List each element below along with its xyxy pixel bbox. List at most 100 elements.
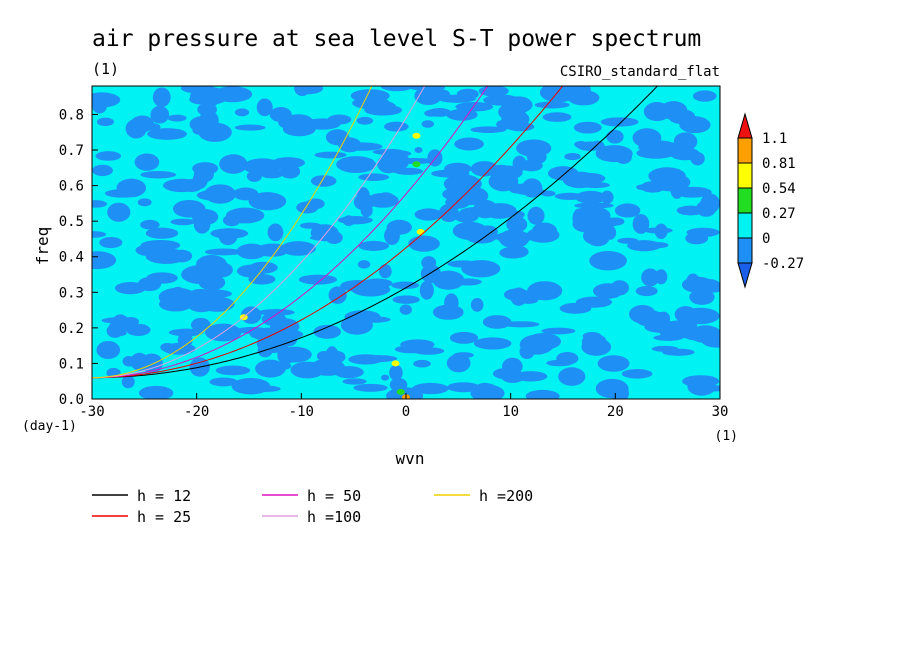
- negative-patch: [271, 157, 305, 169]
- negative-patch: [310, 175, 337, 187]
- negative-patch: [351, 282, 391, 297]
- negative-patch: [378, 192, 394, 202]
- negative-patch: [421, 120, 435, 128]
- negative-patch: [477, 225, 498, 238]
- negative-patch: [386, 219, 412, 235]
- field-feature: [412, 161, 421, 168]
- negative-patch: [397, 157, 435, 165]
- field-feature: [391, 371, 400, 378]
- negative-patch: [456, 88, 479, 100]
- negative-patch: [99, 236, 123, 249]
- negative-patch: [673, 132, 698, 151]
- negative-patch: [473, 337, 512, 350]
- negative-patch: [92, 200, 108, 208]
- negative-patch: [454, 210, 479, 223]
- colorbar: 1.1 0.81 0.54 0.27 0 -0.27: [737, 112, 804, 289]
- negative-patch: [419, 280, 434, 300]
- negative-patch: [452, 221, 488, 240]
- negative-patch: [399, 304, 412, 315]
- negative-patch: [686, 273, 700, 291]
- negative-patch: [555, 86, 591, 100]
- negative-patch: [234, 124, 266, 131]
- negative-patch: [424, 109, 438, 117]
- negative-patch: [168, 328, 204, 337]
- negative-patch: [597, 355, 630, 372]
- negative-patch: [204, 184, 236, 204]
- negative-patch: [140, 219, 160, 230]
- negative-patch: [170, 286, 186, 305]
- negative-patch: [140, 239, 181, 251]
- negative-patch: [554, 192, 585, 200]
- negative-patch: [130, 352, 149, 371]
- negative-patch: [534, 101, 570, 109]
- negative-patch: [603, 225, 617, 240]
- negative-patch: [384, 121, 409, 132]
- negative-patch: [189, 86, 229, 106]
- negative-patch: [531, 222, 558, 241]
- negative-patch: [209, 377, 238, 387]
- negative-patch: [447, 382, 480, 393]
- negative-patch: [146, 272, 178, 284]
- negative-patch: [256, 243, 289, 257]
- negative-patch: [502, 321, 540, 328]
- negative-patch: [414, 208, 443, 221]
- x-axis-label: wvn: [396, 449, 425, 468]
- field-feature: [391, 360, 400, 367]
- negative-patch: [327, 350, 346, 364]
- negative-patch: [294, 86, 311, 97]
- negative-patch: [110, 330, 127, 337]
- negative-patch: [130, 115, 155, 133]
- y-tick-label: 0.3: [59, 285, 84, 301]
- negative-patch: [296, 201, 319, 214]
- y-tick-label: 0.6: [59, 179, 84, 195]
- negative-patch: [595, 378, 629, 399]
- negative-patch: [152, 87, 171, 108]
- negative-patch: [527, 281, 563, 301]
- negative-patch: [470, 126, 507, 133]
- field-feature: [381, 374, 390, 381]
- negative-patch: [267, 223, 284, 242]
- negative-patch: [167, 114, 187, 122]
- negative-patch: [234, 108, 250, 117]
- y-tick-label: 0.0: [59, 392, 84, 408]
- negative-patch: [592, 283, 624, 299]
- negative-patch: [455, 102, 494, 112]
- negative-patch: [449, 331, 479, 344]
- negative-patch: [280, 241, 316, 256]
- negative-patch: [328, 286, 347, 304]
- negative-patch: [589, 251, 627, 271]
- negative-patch: [353, 383, 388, 392]
- negative-patch: [145, 227, 179, 239]
- legend-label: h = 25: [137, 508, 191, 526]
- negative-patch: [526, 333, 561, 350]
- negative-patch: [574, 202, 614, 209]
- negative-patch: [673, 186, 712, 198]
- negative-patch: [674, 306, 697, 323]
- negative-patch: [408, 235, 440, 252]
- negative-patch: [581, 338, 612, 356]
- negative-patch: [506, 216, 528, 233]
- curve-h-50: [92, 86, 489, 379]
- negative-patch: [413, 359, 431, 368]
- negative-patch: [573, 121, 602, 134]
- colorbar-level-label: 0.54: [762, 181, 796, 197]
- colorbar-level-label: 1.1: [762, 131, 787, 147]
- legend: h = 12 h = 25 h = 50 h =100 h =200: [92, 487, 533, 526]
- negative-patch: [505, 245, 529, 258]
- power-field: [92, 86, 720, 399]
- negative-patch: [394, 345, 428, 354]
- negative-patch: [540, 190, 556, 197]
- negative-patch: [564, 152, 581, 161]
- chart-title: air pressure at sea level S-T power spec…: [92, 26, 701, 52]
- negative-patch: [316, 350, 331, 362]
- negative-patch: [249, 385, 281, 393]
- colorbar-top-arrow: [737, 112, 753, 139]
- negative-patch: [134, 153, 160, 171]
- negative-patch: [695, 278, 720, 292]
- negative-patch: [190, 317, 211, 332]
- x-tick-label: 30: [712, 404, 729, 420]
- negative-patch: [186, 293, 217, 313]
- legend-label: h =100: [307, 508, 361, 526]
- negative-patch: [683, 328, 707, 341]
